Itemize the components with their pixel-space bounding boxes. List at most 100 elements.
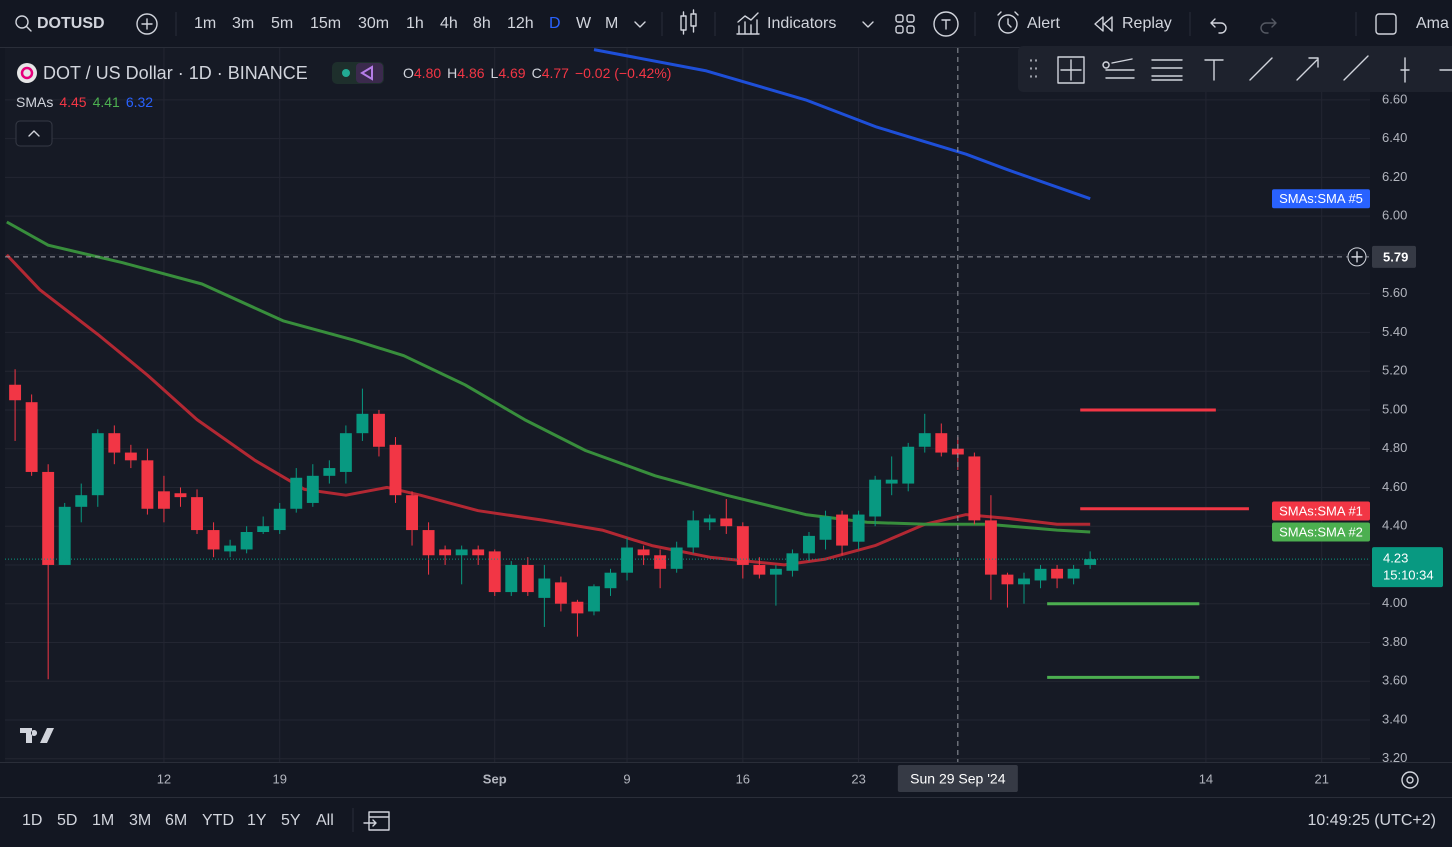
sma-legend: SMAs 4.45 4.41 6.32 [16, 94, 153, 110]
replay-icon [1094, 16, 1113, 32]
ohlc-value: 4.69 [498, 65, 525, 81]
sma-legend-value: 4.41 [93, 94, 120, 110]
candle-body [75, 495, 88, 507]
layouts-button[interactable] [895, 14, 915, 34]
indicators-button[interactable]: Indicators [736, 12, 836, 35]
interval-button[interactable]: M [605, 15, 618, 32]
compare-button[interactable] [136, 13, 158, 35]
redo-button[interactable] [1260, 18, 1277, 34]
settings-icon [1406, 776, 1414, 784]
ohlc-value: 4.77 [542, 65, 569, 81]
tool-crosshair[interactable] [1057, 56, 1085, 84]
range-button[interactable]: 5Y [281, 812, 301, 829]
overlay-layer: SMAs:SMA #1 SMAs:SMA #2 SMAs:SMA #5 4.23 15:… [5, 48, 1443, 792]
interval-button[interactable]: W [576, 15, 592, 32]
templates-icon [941, 19, 951, 30]
candle-body [439, 549, 452, 556]
candle-body [91, 433, 104, 496]
tool-vline[interactable] [1400, 57, 1410, 83]
alert-button[interactable]: Alert [997, 11, 1060, 34]
interval-button[interactable]: D [549, 15, 561, 32]
interval-button[interactable]: 30m [358, 15, 389, 32]
candle-body [108, 433, 121, 453]
drag-handle[interactable] [1030, 59, 1037, 78]
candle-body [323, 468, 336, 476]
interval-button[interactable]: 12h [507, 15, 534, 32]
indicators-dropdown[interactable] [862, 21, 874, 28]
interval-button[interactable]: 5m [271, 15, 293, 32]
ohlc-value: 4.86 [457, 65, 484, 81]
tool-trend[interactable] [1102, 58, 1135, 79]
replay-label[interactable]: Replay [1122, 15, 1172, 32]
candle-body [240, 532, 253, 550]
replay-button[interactable]: Replay [1094, 15, 1172, 32]
candle-body [472, 549, 485, 556]
account[interactable]: Ama [1416, 15, 1449, 32]
range-button[interactable]: 6M [165, 812, 187, 829]
y-tick-label: 4.80 [1382, 440, 1407, 455]
tool-line[interactable] [1343, 55, 1369, 81]
candle-body [389, 444, 402, 496]
interval-button[interactable]: 8h [473, 15, 491, 32]
alert-label[interactable]: Alert [1027, 15, 1060, 32]
y-tick-label: 6.40 [1382, 130, 1407, 145]
symbol[interactable]: DOTUSD [37, 15, 105, 32]
fullscreen-button[interactable] [1375, 13, 1397, 35]
range-button[interactable]: All [316, 812, 334, 829]
candle-body [604, 572, 617, 589]
y-tick-label: 6.00 [1382, 208, 1407, 223]
collapse-legend[interactable] [15, 120, 53, 147]
ohlc-key: C [532, 65, 542, 81]
range-button[interactable]: 5D [57, 812, 77, 829]
y-tick-label: 4.40 [1382, 518, 1407, 533]
tool-text[interactable] [1204, 59, 1224, 81]
candle-body [753, 564, 766, 575]
crosshair-date-bg [897, 765, 1018, 792]
range-button[interactable]: 1D [22, 812, 42, 829]
candle-body [951, 448, 964, 455]
interval-dropdown[interactable] [634, 21, 646, 28]
tool-measure[interactable] [1249, 57, 1273, 81]
interval-button[interactable]: 1m [194, 15, 216, 32]
sma-line [5, 253, 1091, 567]
goto-date-button[interactable] [363, 811, 390, 831]
settings-button[interactable] [1401, 771, 1419, 789]
indicators-label[interactable]: Indicators [767, 15, 836, 32]
sma-legend-value: 4.45 [59, 94, 86, 110]
x-tick-label: 21 [1314, 771, 1328, 786]
ohlc-key: O [403, 65, 414, 81]
candle-body [1051, 568, 1064, 579]
crosshair-date: Sun 29 Sep '24 [910, 771, 1006, 787]
chart-type-button[interactable] [680, 9, 697, 35]
symbol-search[interactable]: DOTUSD [15, 15, 105, 32]
search-icon [25, 25, 32, 32]
indicators-icon [736, 12, 760, 35]
interval-button[interactable]: 1h [406, 15, 424, 32]
range-button[interactable]: YTD [202, 812, 234, 829]
candle-body [224, 545, 237, 552]
alert-icon [998, 14, 1018, 34]
candle-body [736, 526, 749, 565]
sma-axis-label: SMAs:SMA #2 [1279, 524, 1363, 539]
candle-body [157, 491, 170, 509]
interval-button[interactable]: 3m [232, 15, 254, 32]
sma-axis-label-bg [1272, 522, 1370, 542]
tv-logo [20, 728, 54, 743]
range-list: 1D 5D 1M 3M 6M YTD 1Y 5Y All [22, 812, 334, 829]
y-tick-label: 3.80 [1382, 634, 1407, 649]
ohlc-value: 4.80 [414, 65, 441, 81]
candle-body [505, 564, 518, 593]
x-tick-label: 12 [157, 771, 171, 786]
interval-button[interactable]: 4h [440, 15, 458, 32]
candle-body [1034, 568, 1047, 581]
undo-button[interactable] [1210, 18, 1227, 34]
tool-fib[interactable] [1151, 59, 1183, 81]
range-button[interactable]: 1Y [247, 812, 267, 829]
interval-button[interactable]: 15m [310, 15, 341, 32]
range-button[interactable]: 3M [129, 812, 151, 829]
candle-body [654, 555, 667, 569]
tool-arrow[interactable] [1296, 57, 1319, 81]
range-button[interactable]: 1M [92, 812, 114, 829]
templates-button[interactable] [933, 11, 959, 37]
